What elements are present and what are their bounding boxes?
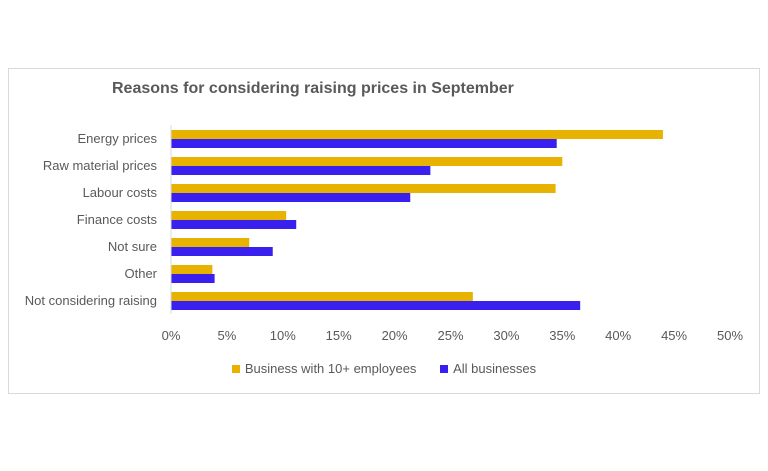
bar: [171, 274, 215, 283]
bar: [171, 184, 556, 193]
bar: [171, 292, 473, 301]
bar: [171, 193, 411, 202]
category-label: Finance costs: [77, 212, 158, 227]
bar: [171, 301, 581, 310]
x-tick-label: 10%: [270, 328, 296, 343]
bar: [171, 247, 273, 256]
bar: [171, 220, 297, 229]
bar: [171, 166, 431, 175]
x-tick-label: 50%: [717, 328, 743, 343]
legend-label: Business with 10+ employees: [244, 361, 417, 376]
legend-item: All businesses: [440, 361, 536, 376]
x-tick-label: 25%: [437, 328, 463, 343]
x-tick-label: 45%: [661, 328, 687, 343]
bar: [171, 157, 563, 166]
category-label: Not sure: [108, 239, 157, 254]
legend-swatch: [231, 365, 240, 373]
bar: [171, 265, 213, 274]
category-label: Raw material prices: [43, 158, 158, 173]
x-tick-label: 20%: [382, 328, 408, 343]
legend-label: All businesses: [453, 361, 537, 376]
category-label: Not considering raising: [25, 293, 157, 308]
legend-swatch: [440, 365, 449, 373]
x-tick-label: 5%: [218, 328, 237, 343]
category-label: Labour costs: [83, 185, 158, 200]
x-tick-label: 40%: [605, 328, 631, 343]
x-tick-label: 15%: [326, 328, 352, 343]
category-label: Other: [124, 266, 157, 281]
legend: Business with 10+ employees All business…: [0, 361, 768, 376]
chart-frame: [8, 68, 760, 394]
bar: [171, 238, 250, 247]
bar: [171, 139, 557, 148]
bar: [171, 130, 663, 139]
x-tick-label: 30%: [493, 328, 519, 343]
legend-item: Business with 10+ employees: [231, 361, 417, 376]
x-tick-label: 35%: [549, 328, 575, 343]
category-label: Energy prices: [78, 131, 158, 146]
bar: [171, 211, 287, 220]
x-tick-label: 0%: [162, 328, 181, 343]
chart-title: Reasons for considering raising prices i…: [112, 80, 514, 97]
